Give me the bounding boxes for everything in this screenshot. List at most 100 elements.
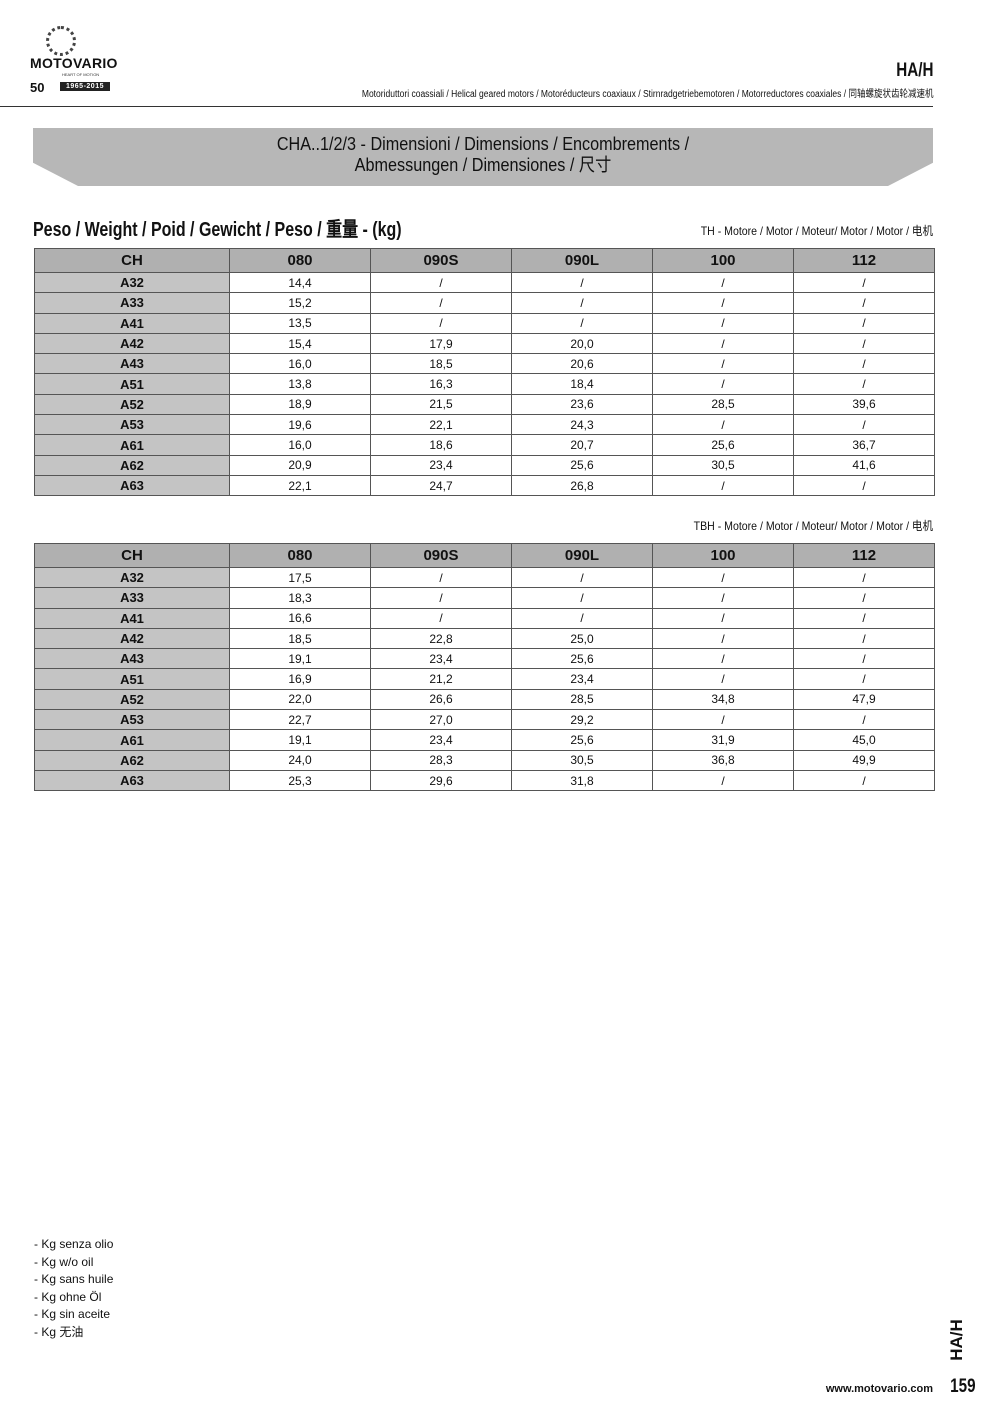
section-title-line2: Abmessungen / Dimensiones / 尺寸 [354,155,612,175]
weight-cell: / [793,627,935,650]
weight-cell: / [652,607,794,629]
weight-cell: / [793,607,935,629]
table-row: A33 15,2// / / [34,292,935,314]
row-header: A52 [34,393,230,416]
row-header: A32 [34,271,230,294]
row-header: A62 [34,749,230,771]
weight-cell: / [652,769,794,792]
header-row: CH 080 090S 090L 100 112 [34,248,935,273]
weight-cell: / [652,332,794,355]
weight-cell: / [511,587,653,609]
row-header: A42 [34,332,230,355]
table-row: A42 18,5 22,8 25,0// [34,627,935,650]
table-row: A41 16,6// / / [34,607,935,629]
weight-cell: 18,5 [370,353,512,375]
product-code: HA/H [895,60,933,81]
header-row: CH 080 090S 090L 100 112 [34,543,935,568]
row-header: A53 [34,414,230,436]
notes-list: - Kg senza olio - Kg w/o oil - Kg sans hui… [34,1236,113,1342]
row-header: A61 [34,729,230,751]
table-row: A53 22,7 27,0 29,2// [34,709,935,731]
weight-cell: 18,9 [229,393,371,416]
weight-table-th: CH 080 090S 090L 100 112 A32 14,4// / / A33 15,2// /… [34,248,935,497]
table-row: A33 18,3// / / [34,587,935,609]
weight-cell: / [652,292,794,314]
weight-cell: / [511,312,653,334]
weight-cell: 31,9 [652,729,794,751]
weight-cell: / [793,648,935,670]
weight-cell: 25,3 [229,769,371,792]
weight-cell: 18,6 [370,434,512,456]
weight-cell: / [370,607,512,629]
weight-cell: 36,7 [793,434,935,456]
anniversary-years: 1965-2015 [60,82,110,91]
weight-cell: 29,2 [511,709,653,731]
note-item: - Kg sans huile [34,1272,114,1287]
column-header: 080 [229,248,371,273]
row-header: A51 [34,373,230,395]
weight-cell: 19,1 [229,648,371,670]
row-header: A63 [34,474,230,497]
table-row: A63 22,1 24,7 26,8// [34,474,935,497]
brand-tagline: HEART OF MOTION [62,72,100,77]
website-link[interactable]: www.motovario.com [825,1383,933,1395]
column-header: 090L [511,248,653,273]
weight-cell: / [793,292,935,314]
table-row: A61 19,1 23,4 25,6 31,9 45,0 [34,729,935,751]
table-row: A62 20,9 23,4 25,6 30,5 41,6 [34,454,935,476]
weight-cell: 20,6 [511,353,653,375]
weight-cell: 25,6 [511,454,653,476]
page-number: 159 [950,1376,976,1397]
table-row: A32 14,4// / / [34,271,935,294]
row-header: A42 [34,627,230,650]
weight-cell: 16,0 [229,434,371,456]
weight-cell: / [652,587,794,609]
weight-cell: 31,8 [511,769,653,792]
weight-cell: 13,5 [229,312,371,334]
weight-cell: / [370,292,512,314]
column-header: 112 [793,248,935,273]
weight-cell: / [793,709,935,731]
weight-cell: / [652,709,794,731]
note-item: - Kg ohne Öl [34,1289,102,1304]
row-header: A33 [34,292,230,314]
weight-cell: 27,0 [370,709,512,731]
weight-cell: 21,5 [370,393,512,416]
weight-cell: 24,7 [370,474,512,497]
weight-cell: / [652,648,794,670]
weight-cell: 13,8 [229,373,371,395]
row-header: A63 [34,769,230,792]
weight-cell: 30,5 [511,749,653,771]
weight-cell: 26,8 [511,474,653,497]
weight-cell: 17,5 [229,566,371,589]
weight-cell: 36,8 [652,749,794,771]
weight-cell: / [793,414,935,436]
row-header: A43 [34,648,230,670]
weight-cell: / [793,769,935,792]
weight-cell: 29,6 [370,769,512,792]
weight-cell: / [793,373,935,395]
note-item: - Kg 无油 [34,1324,84,1339]
weight-cell: 18,3 [229,587,371,609]
weight-cell: / [511,271,653,294]
weight-cell: 20,0 [511,332,653,355]
weight-cell: 28,5 [511,688,653,711]
side-product-code: HA/H [947,1319,967,1361]
weight-cell: 21,2 [370,668,512,690]
weight-cell: 25,6 [511,648,653,670]
column-header: CH [34,248,230,273]
weight-cell: 39,6 [793,393,935,416]
row-header: A53 [34,709,230,731]
weight-cell: 16,6 [229,607,371,629]
weight-cell: 23,4 [370,729,512,751]
weight-cell: 14,4 [229,271,371,294]
table-row: A32 17,5// / / [34,566,935,589]
weight-cell: 22,8 [370,627,512,650]
weight-cell: 19,6 [229,414,371,436]
weight-cell: / [652,627,794,650]
table-row: A42 15,4 17,9 20,0// [34,332,935,355]
weight-cell: 19,1 [229,729,371,751]
column-header: 080 [229,543,371,568]
note-item: - Kg w/o oil [34,1254,94,1269]
